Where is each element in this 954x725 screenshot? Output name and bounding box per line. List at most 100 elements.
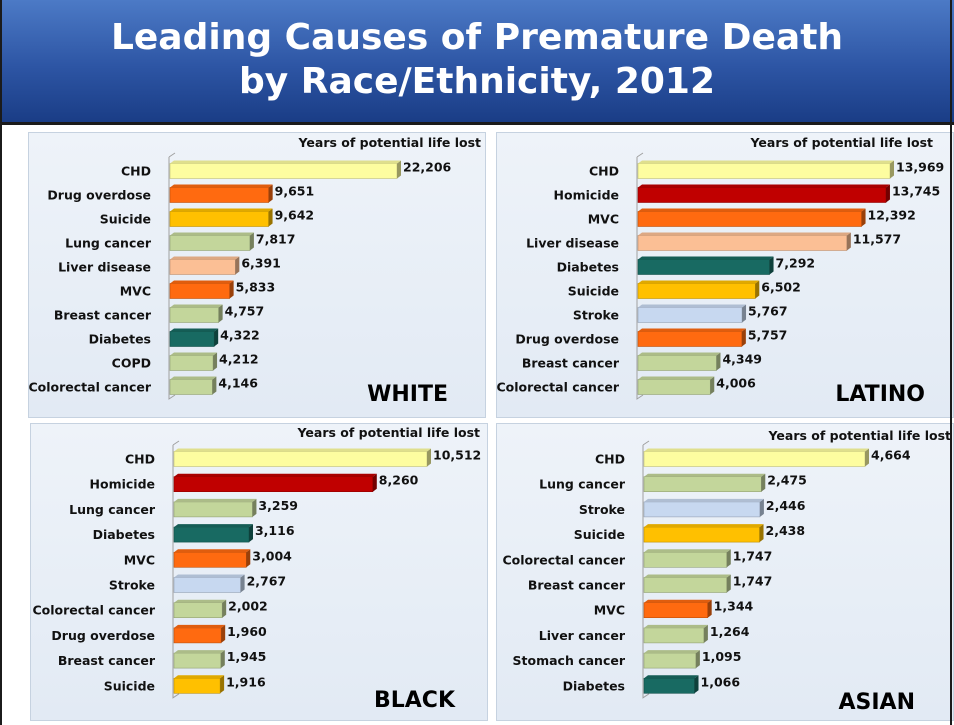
value-label: 1,066 [701,674,741,689]
bar-top-face [638,328,746,332]
category-label: Colorectal cancer [502,552,625,567]
bar-end-cap [220,650,225,669]
bar-top-face [174,473,377,477]
value-label: 3,004 [252,548,292,563]
bar-top-face [174,650,225,654]
category-label: Lung cancer [69,502,156,517]
category-label: Suicide [568,284,619,299]
value-label: 3,259 [258,498,298,513]
bar-end-cap [268,184,273,203]
bar-top-face [644,524,764,528]
category-label: Stroke [579,502,625,517]
bar-body [637,355,717,371]
value-label: 4,322 [220,328,260,343]
bar-end-cap [769,256,774,275]
bar-end-cap [218,304,223,323]
bar-top-face [170,208,273,212]
bar-end-cap [695,650,700,669]
bar-end-cap [213,352,218,371]
category-label: Drug overdose [47,188,151,203]
bar-colorectal-cancer: Colorectal cancer 4,146 [29,376,258,395]
bar-top-face [170,232,254,236]
bar-body [643,678,695,694]
value-label: 5,767 [748,304,788,319]
category-label: Diabetes [89,332,151,347]
slide-header: Leading Causes of Premature Death by Rac… [0,0,954,125]
bar-top-face [638,184,890,188]
bar-end-cap [221,624,226,643]
bar-liver-disease: Liver disease 11,577 [526,232,901,251]
bar-breast-cancer: Breast cancer 4,757 [54,304,264,323]
value-label: 2,446 [766,498,806,513]
bar-body [643,501,761,518]
chart-asian: Years of potential life lost ASIAN CHD 4,66… [502,428,951,715]
value-label: 6,391 [241,256,281,271]
value-label: 2,475 [767,473,807,488]
bar-body [643,451,866,467]
bar-body [169,163,398,179]
bar-body [637,307,743,323]
bar-top-face [174,624,226,628]
category-label: Homicide [90,477,155,492]
bar-top-face [638,376,715,380]
bar-end-cap [252,498,257,517]
bar-top-face [644,448,869,452]
bar-breast-cancer: Breast cancer 1,747 [528,574,772,593]
bar-body [173,552,247,568]
bar-liver-disease: Liver disease 6,391 [58,256,281,275]
bar-top-face [644,650,700,654]
category-label: MVC [120,284,151,299]
bar-end-cap [726,574,731,593]
bar-drug-overdose: Drug overdose 1,960 [51,624,267,644]
bar-mvc: MVC 12,392 [588,208,916,227]
bar-body [173,526,250,543]
bar-body [169,331,215,347]
category-label: Colorectal cancer [29,380,152,395]
bar-drug-overdose: Drug overdose 5,757 [515,328,787,347]
bar-top-face [638,280,760,284]
bar-top-face [174,599,227,603]
bar-homicide: Homicide 8,260 [90,473,419,493]
category-label: Liver disease [526,236,619,251]
bar-end-cap [703,624,708,643]
bar-lung-cancer: Lung cancer 3,259 [69,498,298,518]
chart-panel-latino: Years of potential life lost LATINO CHD 13,… [496,132,954,418]
category-label: Suicide [574,527,625,542]
bar-top-face [644,599,712,603]
value-label: 2,438 [766,523,806,538]
bar-end-cap [885,184,890,203]
bar-diabetes: Diabetes 1,066 [563,674,741,694]
category-label: Stomach cancer [513,653,626,668]
value-label: 9,651 [275,184,315,199]
bar-colorectal-cancer: Colorectal cancer 1,747 [502,548,772,568]
bar-end-cap [861,208,866,227]
bar-body [643,652,697,669]
bar-end-cap [240,574,245,593]
bar-chd: CHD 13,969 [589,160,944,179]
value-label: 1,095 [702,649,742,664]
chart-latino: Years of potential life lost LATINO CHD 13,… [497,135,944,407]
value-label: 10,512 [433,448,481,463]
bar-body [643,602,708,618]
bar-body [173,577,241,593]
bar-top-face [170,304,223,308]
bar-body [637,163,891,179]
bar-top-face [638,232,851,236]
chart-title: Years of potential life lost [297,425,481,440]
bar-body [643,627,705,644]
slide-title-line1: Leading Causes of Premature Death [110,17,844,58]
value-label: 7,292 [776,256,816,271]
chart-title: Years of potential life lost [298,135,482,150]
bar-body [169,211,269,227]
bar-body [173,602,223,618]
bar-stomach-cancer: Stomach cancer 1,095 [513,649,742,669]
category-label: Suicide [100,212,151,227]
value-label: 3,116 [255,523,295,538]
bar-end-cap [214,328,219,347]
value-label: 4,212 [219,352,259,367]
bar-end-cap [741,328,746,347]
panel-label-white: WHITE [367,382,448,407]
bar-stroke: Stroke 2,767 [109,574,286,593]
bar-end-cap [246,549,251,568]
bar-end-cap [759,498,764,517]
